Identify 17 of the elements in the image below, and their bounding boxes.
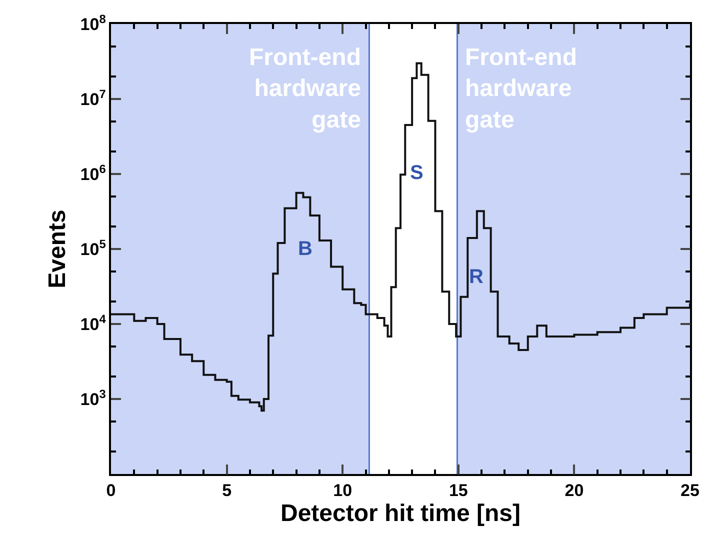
x-tick-label: 25 [680, 481, 700, 500]
annotation: R [469, 266, 484, 288]
x-tick-label: 20 [564, 481, 584, 500]
annotation: B [298, 238, 312, 260]
x-tick-label: 5 [222, 481, 232, 500]
y-tick-label: 10$^{3}$ [80, 386, 106, 409]
y-tick-label: 10$^{5}$ [80, 236, 106, 259]
x-axis-title: Detector hit time [ns] [280, 500, 521, 528]
y-axis-title: Events [44, 210, 71, 288]
y-tick-label: 10$^{6}$ [80, 162, 106, 184]
y-tick-label: 10$^{8}$ [80, 12, 106, 34]
x-tick-label: 0 [106, 481, 116, 500]
annotation: S [410, 162, 424, 184]
x-tick-label: 10 [333, 481, 352, 500]
y-tick-label: 10$^{7}$ [80, 86, 106, 109]
x-tick-label: 15 [448, 481, 468, 500]
y-tick-label: 10$^{4}$ [80, 312, 106, 334]
